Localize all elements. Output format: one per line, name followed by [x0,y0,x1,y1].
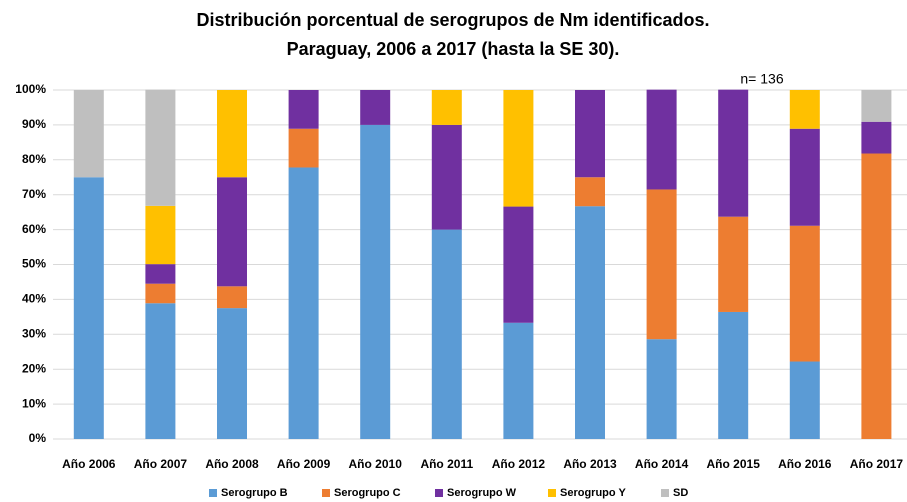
x-tick-label: Año 2016 [778,457,832,471]
annotation: n= 136 [740,71,783,87]
bar-segment [789,90,820,129]
bar-segment [861,90,892,122]
bar-segment [503,322,534,439]
bar-segment [789,225,820,362]
y-tick-label: 100% [15,82,46,96]
legend-swatch [209,489,217,497]
y-tick-label: 90% [22,117,46,131]
bar-segment [217,90,247,178]
legend-swatch [661,489,669,497]
y-tick-label: 30% [22,326,46,340]
chart-title: Distribución porcentual de serogrupos de… [196,10,709,30]
x-tick-label: Año 2009 [277,457,331,471]
bar-segment [288,167,319,439]
bar-segment [431,124,462,230]
chart-title: Paraguay, 2006 a 2017 (hasta la SE 30). [287,39,620,59]
bar-segment [503,90,534,207]
y-tick-label: 20% [22,361,46,375]
bar-segment [288,90,319,129]
bar-segment [503,206,534,323]
legend-label: Serogrupo B [221,487,288,499]
bar-segment [646,189,677,340]
x-tick-label: Año 2012 [492,457,546,471]
bar-segment [217,177,247,287]
bar-segment [575,206,605,439]
bar-segment [646,89,677,190]
x-tick-label: Año 2015 [707,457,761,471]
bar-segment [646,339,677,439]
y-tick-label: 50% [22,257,46,271]
y-tick-label: 40% [22,292,46,306]
bar-segment [145,303,176,439]
bar-segment [145,264,176,284]
x-tick-label: Año 2008 [205,457,259,471]
y-tick-label: 60% [22,222,46,236]
bar-segment [217,286,247,309]
legend-label: Serogrupo W [447,487,517,499]
bar-segment [861,153,892,439]
x-tick-label: Año 2007 [134,457,188,471]
bar-segment [145,89,176,206]
bar-segment [718,216,749,312]
x-tick-label: Año 2013 [563,457,617,471]
bar-segment [217,308,247,439]
y-tick-label: 70% [22,187,46,201]
bar-segment [789,361,820,439]
bar-segment [575,177,605,207]
y-tick-label: 10% [22,396,46,410]
y-tick-label: 80% [22,152,46,166]
x-tick-label: Año 2017 [850,457,904,471]
bar-segment [145,205,176,265]
bar-segment [288,128,319,168]
y-tick-label: 0% [29,431,47,445]
bar-segment [861,121,892,154]
legend-label: Serogrupo C [334,487,401,499]
legend-swatch [435,489,443,497]
bar-segment [789,128,820,226]
legend-swatch [548,489,556,497]
legend-label: Serogrupo Y [560,487,626,499]
bar-segment [73,90,104,178]
bar-segment [575,90,605,178]
x-tick-label: Año 2006 [62,457,116,471]
x-tick-label: Año 2011 [420,457,473,471]
bar-segment [360,124,391,440]
x-tick-label: Año 2010 [349,457,403,471]
bar-segment [718,89,749,217]
bar-segment [431,90,462,125]
bar-segment [360,90,391,125]
bar-segment [718,311,749,439]
x-tick-label: Año 2014 [635,457,689,471]
bar-segment [73,177,104,439]
bar-segment [431,229,462,439]
legend-swatch [322,489,330,497]
legend-label: SD [673,487,688,499]
bar-segment [145,283,176,304]
